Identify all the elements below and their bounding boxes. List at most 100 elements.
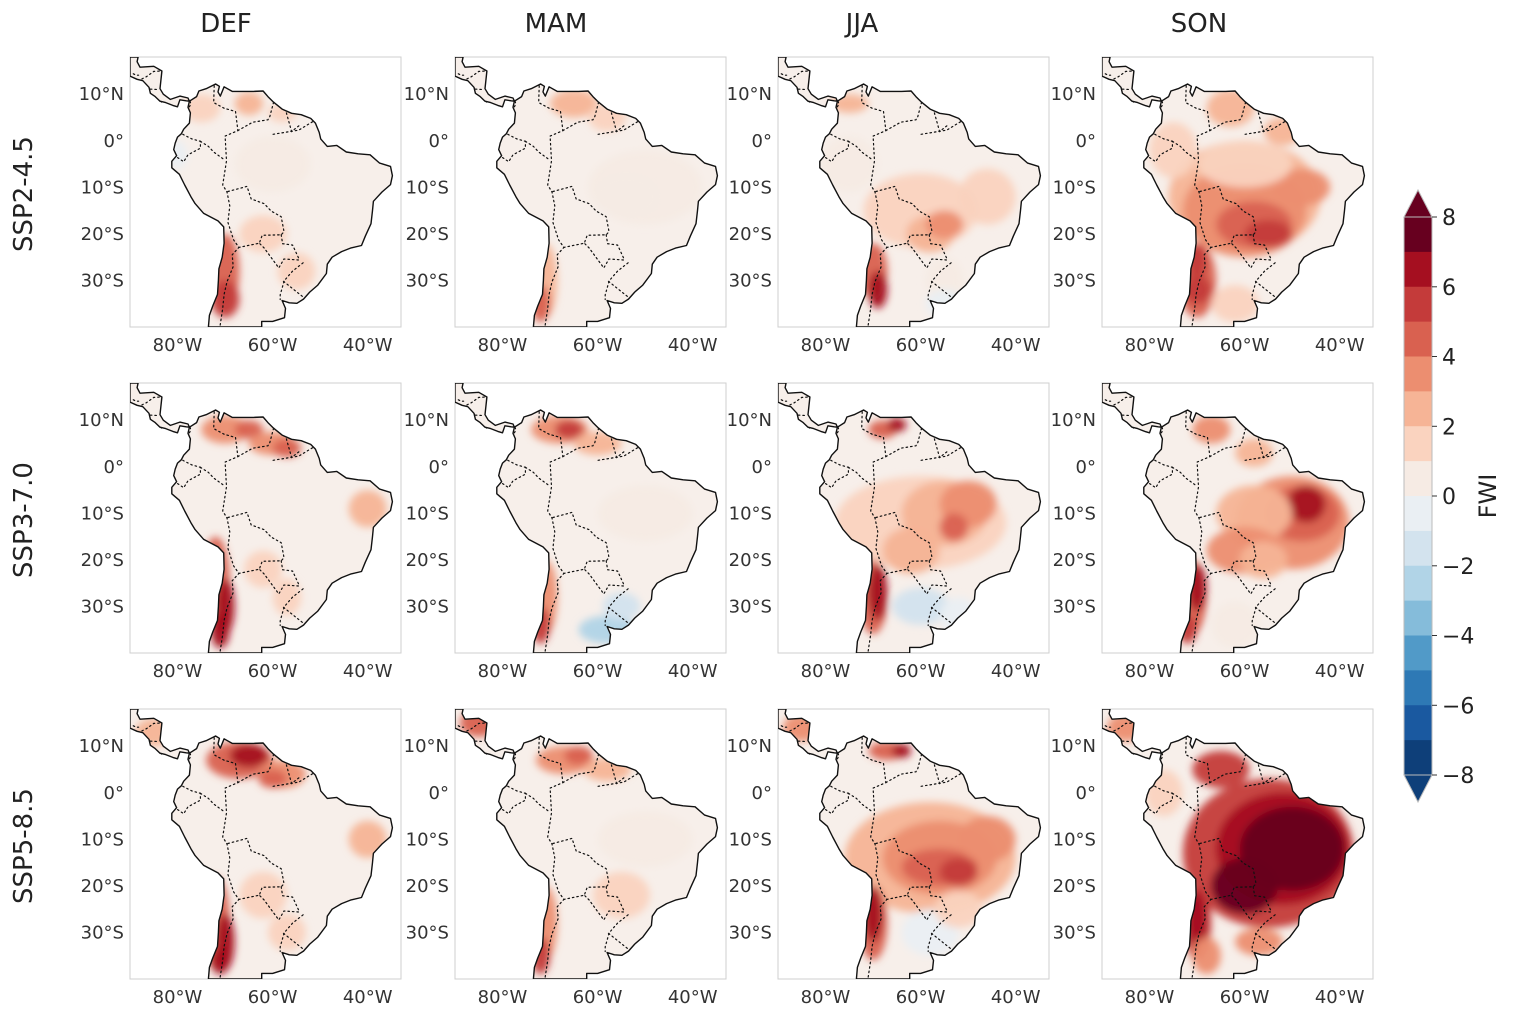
lat-tick-label: 10°N xyxy=(79,410,124,431)
lat-tick-label: 30°S xyxy=(81,270,124,291)
lat-tick-label: 0° xyxy=(1076,457,1096,478)
map-panel-ssp370-def: 10°N 0° 10°S 20°S 30°S 80°W 60°W 40°W xyxy=(79,382,402,682)
lat-tick-label: 10°S xyxy=(81,503,124,524)
lon-tick-label: 60°W xyxy=(248,987,298,1008)
lon-tick-label: 60°W xyxy=(896,987,946,1008)
lon-tick-label: 80°W xyxy=(153,661,203,682)
lat-tick-label: 30°S xyxy=(729,922,772,943)
colorbar-tick-label: 4 xyxy=(1442,346,1456,371)
lat-tick-label: 30°S xyxy=(81,596,124,617)
lat-tick-label: 20°S xyxy=(729,876,772,897)
season-header-jja: JJA xyxy=(844,9,879,39)
lat-tick-label: 10°S xyxy=(1053,503,1096,524)
lat-tick-label: 0° xyxy=(429,457,449,478)
lat-tick-label: 0° xyxy=(104,783,124,804)
colorbar-tick-label: −8 xyxy=(1442,764,1474,789)
lon-tick-label: 40°W xyxy=(668,335,718,356)
lat-tick-label: 0° xyxy=(104,457,124,478)
colorbar-label: FWI xyxy=(1474,474,1502,519)
map-panel-ssp245-mam: 10°N 0° 10°S 20°S 30°S 80°W 60°W 40°W xyxy=(404,56,727,356)
colorbar-level xyxy=(1404,356,1432,392)
colorbar-tick-label: 8 xyxy=(1442,206,1456,231)
lat-tick-label: 10°S xyxy=(1053,177,1096,198)
scenario-label-ssp245: SSP2-4.5 xyxy=(9,136,39,252)
lon-tick-label: 80°W xyxy=(478,987,528,1008)
map-panel-ssp370-jja: 10°N 0° 10°S 20°S 30°S 80°W 60°W 40°W xyxy=(727,382,1050,682)
lat-tick-label: 10°S xyxy=(1053,829,1096,850)
colorbar-level xyxy=(1404,635,1432,671)
lat-tick-label: 20°S xyxy=(81,224,124,245)
lat-tick-label: 30°S xyxy=(81,922,124,943)
colorbar-tick-label: 6 xyxy=(1442,276,1456,301)
lon-tick-label: 60°W xyxy=(1220,987,1270,1008)
lat-tick-label: 30°S xyxy=(406,596,449,617)
lat-tick-label: 10°N xyxy=(727,736,772,757)
colorbar-level xyxy=(1404,321,1432,358)
lon-tick-label: 80°W xyxy=(1125,987,1175,1008)
lat-tick-label: 20°S xyxy=(1053,550,1096,571)
lon-tick-label: 60°W xyxy=(896,335,946,356)
lat-tick-label: 30°S xyxy=(1053,922,1096,943)
lat-tick-label: 0° xyxy=(752,131,772,152)
lat-tick-label: 20°S xyxy=(406,550,449,571)
lat-tick-label: 10°S xyxy=(729,829,772,850)
colorbar-level xyxy=(1404,426,1432,462)
colorbar-level xyxy=(1404,286,1432,323)
map-panel-grid: 10°N 0° 10°S 20°S 30°S 80°W 60°W 40°W 10°N 0° 10°S… xyxy=(79,56,1374,1008)
lat-tick-label: 10°N xyxy=(727,410,772,431)
season-header-son: SON xyxy=(1171,9,1227,39)
lat-tick-label: 20°S xyxy=(81,550,124,571)
lon-tick-label: 40°W xyxy=(991,661,1041,682)
lat-tick-label: 10°N xyxy=(404,84,449,105)
lon-tick-label: 40°W xyxy=(343,661,393,682)
lat-tick-label: 10°S xyxy=(81,177,124,198)
lon-tick-label: 80°W xyxy=(153,335,203,356)
lat-tick-label: 0° xyxy=(429,783,449,804)
lat-tick-label: 10°S xyxy=(406,503,449,524)
map-panel-ssp370-son: 10°N 0° 10°S 20°S 30°S 80°W 60°W 40°W xyxy=(1051,382,1374,682)
lat-tick-label: 0° xyxy=(104,131,124,152)
lat-tick-label: 30°S xyxy=(729,596,772,617)
lat-tick-label: 0° xyxy=(752,457,772,478)
lat-tick-label: 10°N xyxy=(727,84,772,105)
lat-tick-label: 10°N xyxy=(79,84,124,105)
colorbar-tick-label: −4 xyxy=(1442,625,1474,650)
lon-tick-label: 80°W xyxy=(801,987,851,1008)
lat-tick-label: 20°S xyxy=(729,224,772,245)
colorbar-level xyxy=(1404,391,1432,427)
lat-tick-label: 10°S xyxy=(406,177,449,198)
colorbar-level xyxy=(1404,217,1432,253)
colorbar-tick-label: 2 xyxy=(1442,415,1456,440)
lon-tick-label: 40°W xyxy=(991,335,1041,356)
lat-tick-label: 30°S xyxy=(406,922,449,943)
lon-tick-label: 60°W xyxy=(573,661,623,682)
lat-tick-label: 0° xyxy=(1076,131,1096,152)
lat-tick-label: 10°S xyxy=(406,829,449,850)
map-panel-ssp585-def: 10°N 0° 10°S 20°S 30°S 80°W 60°W 40°W xyxy=(79,708,402,1008)
colorbar-level xyxy=(1404,740,1432,776)
lat-tick-label: 10°S xyxy=(729,177,772,198)
lon-tick-label: 80°W xyxy=(1125,335,1175,356)
lat-tick-label: 10°N xyxy=(79,736,124,757)
scenario-label-ssp370: SSP3-7.0 xyxy=(9,462,39,578)
lat-tick-label: 0° xyxy=(429,131,449,152)
lon-tick-label: 40°W xyxy=(1315,661,1365,682)
map-panel-ssp245-son: 10°N 0° 10°S 20°S 30°S 80°W 60°W 40°W xyxy=(1051,56,1374,356)
lon-tick-label: 40°W xyxy=(668,987,718,1008)
colorbar-level xyxy=(1404,461,1432,497)
lat-tick-label: 20°S xyxy=(406,224,449,245)
lon-tick-label: 40°W xyxy=(668,661,718,682)
colorbar-level xyxy=(1404,705,1432,741)
lat-tick-label: 0° xyxy=(752,783,772,804)
lat-tick-label: 10°N xyxy=(1051,410,1096,431)
lat-tick-label: 30°S xyxy=(1053,596,1096,617)
colorbar-level xyxy=(1404,565,1432,602)
lat-tick-label: 20°S xyxy=(81,876,124,897)
lon-tick-label: 80°W xyxy=(801,335,851,356)
colorbar: 8 6 4 2 0 −2 −4 −6 −8 FWI xyxy=(1403,188,1502,804)
colorbar-tick-label: −2 xyxy=(1442,555,1474,580)
colorbar-level xyxy=(1404,670,1432,706)
season-header-def: DEF xyxy=(200,9,251,39)
lon-tick-label: 40°W xyxy=(1315,987,1365,1008)
